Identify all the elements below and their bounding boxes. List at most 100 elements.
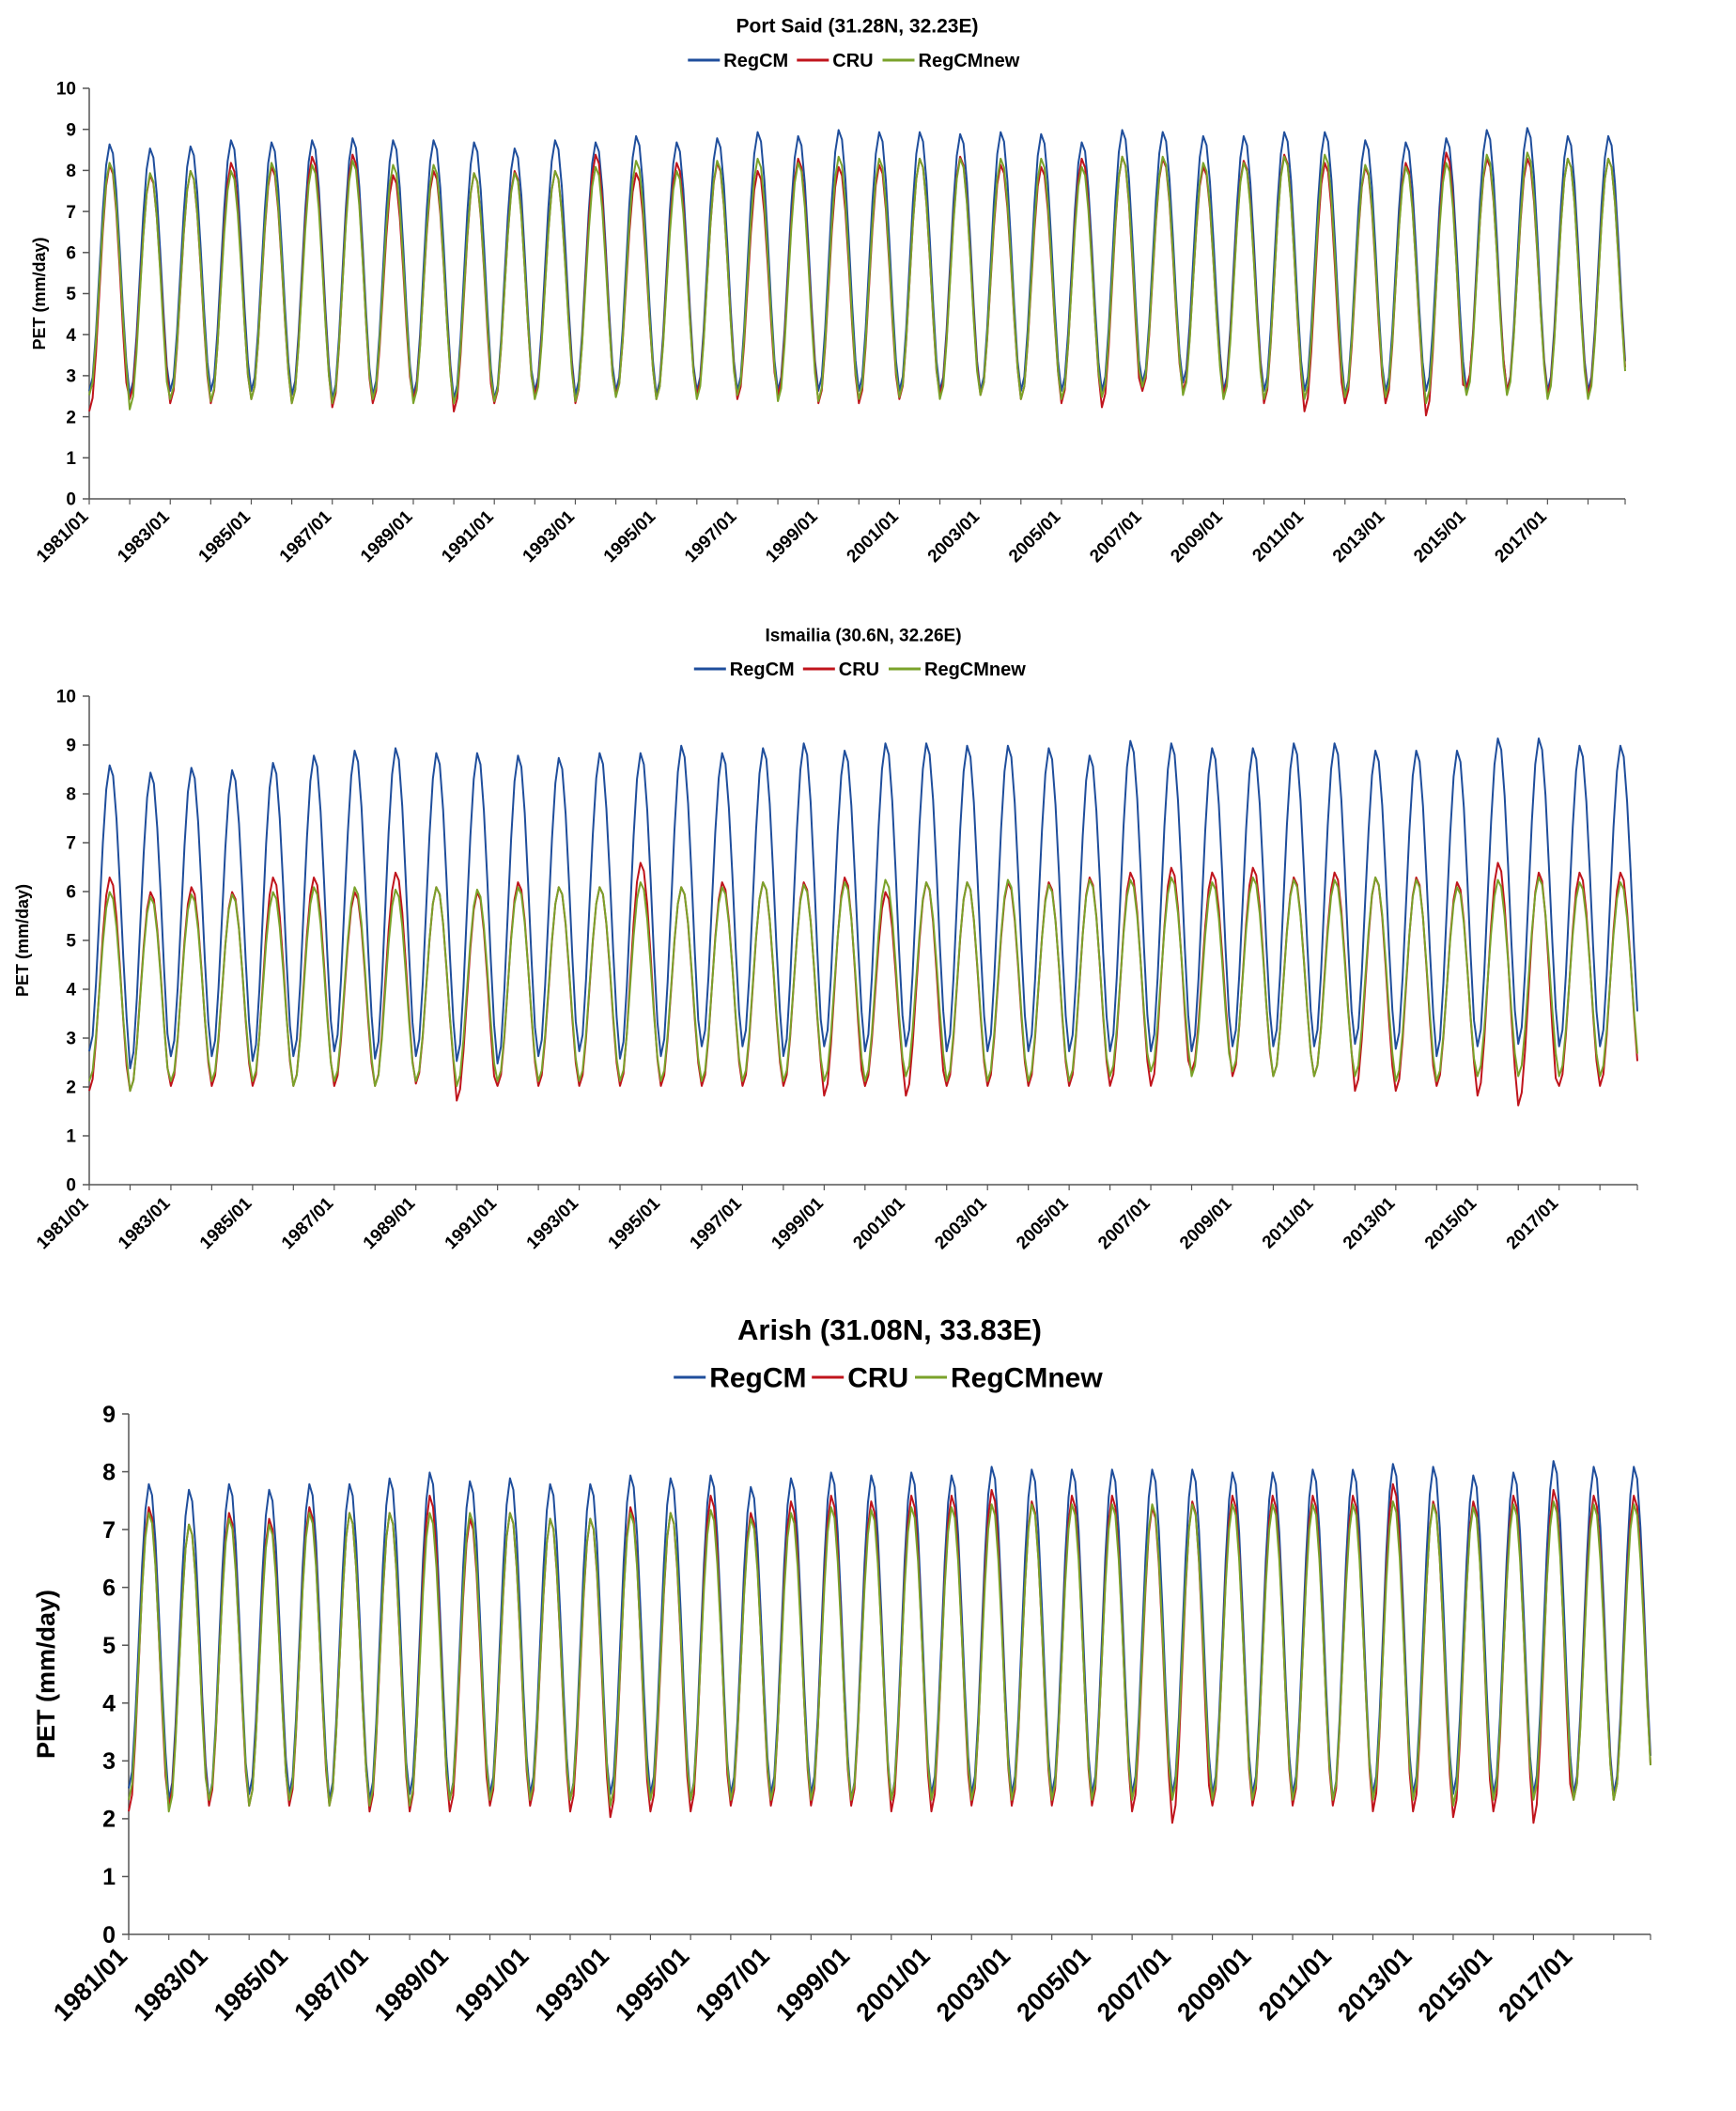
legend-label: RegCM bbox=[730, 660, 795, 680]
series-line-regcmnew bbox=[128, 1500, 1651, 1813]
x-tick-label: 2013/01 bbox=[1340, 1193, 1400, 1253]
y-axis-label: PET (mm/day) bbox=[32, 1590, 60, 1759]
y-tick-label: 1 bbox=[66, 1127, 76, 1147]
y-tick-label: 1 bbox=[66, 449, 76, 469]
y-tick-label: 4 bbox=[66, 981, 76, 1001]
x-tick-label: 1999/01 bbox=[762, 506, 822, 567]
legend-label: CRU bbox=[832, 51, 873, 71]
y-tick-label: 9 bbox=[102, 1402, 116, 1428]
x-tick-label: 1987/01 bbox=[276, 506, 336, 567]
x-tick-label: 2011/01 bbox=[1259, 1193, 1318, 1252]
x-tick-label: 2015/01 bbox=[1410, 506, 1470, 567]
y-tick-label: 1 bbox=[102, 1864, 116, 1890]
y-tick-label: 8 bbox=[66, 162, 76, 181]
x-tick-label: 2007/01 bbox=[1092, 1942, 1176, 2026]
x-tick-label: 1981/01 bbox=[33, 506, 93, 567]
legend-item-regcmnew: RegCMnew bbox=[915, 1363, 1103, 1394]
legend-label: RegCM bbox=[709, 1363, 806, 1394]
x-tick-label: 2003/01 bbox=[931, 1193, 991, 1253]
x-tick-label: 2015/01 bbox=[1413, 1942, 1497, 2026]
x-tick-label: 1985/01 bbox=[196, 1193, 256, 1253]
x-tick-label: 2017/01 bbox=[1493, 1942, 1577, 2026]
legend-item-regcm: RegCM bbox=[688, 51, 788, 71]
legend-label: RegCM bbox=[723, 51, 788, 71]
x-tick-label: 1983/01 bbox=[115, 1193, 175, 1253]
x-tick-label: 1993/01 bbox=[530, 1942, 614, 2026]
legend-label: CRU bbox=[839, 660, 879, 680]
x-tick-label: 2009/01 bbox=[1171, 1942, 1256, 2026]
legend-item-regcmnew: RegCMnew bbox=[882, 51, 1020, 71]
legend: RegCM CRU RegCMnew bbox=[688, 51, 1020, 71]
chart-1: Port Said (31.28N, 32.23E) RegCM CRU RegCMn… bbox=[30, 15, 1626, 567]
y-tick-label: 2 bbox=[102, 1807, 116, 1833]
series-line-regcm bbox=[88, 127, 1626, 400]
x-tick-label: 2007/01 bbox=[1086, 506, 1146, 567]
x-tick-label: 1997/01 bbox=[681, 506, 741, 567]
x-tick-label: 2001/01 bbox=[844, 506, 904, 567]
legend-item-regcm: RegCM bbox=[674, 1363, 807, 1394]
y-tick-label: 3 bbox=[66, 1030, 76, 1049]
x-tick-label: 1995/01 bbox=[605, 1193, 665, 1253]
x-tick-label: 2003/01 bbox=[931, 1942, 1015, 2026]
chart-title: Arish (31.08N, 33.83E) bbox=[737, 1313, 1042, 1346]
x-tick-label: 2003/01 bbox=[924, 506, 984, 567]
x-tick-label: 1987/01 bbox=[288, 1942, 373, 2026]
x-tick-label: 1993/01 bbox=[523, 1193, 583, 1253]
y-tick-label: 8 bbox=[66, 785, 76, 805]
x-tick-label: 2007/01 bbox=[1094, 1193, 1155, 1253]
legend-item-cru: CRU bbox=[802, 660, 879, 680]
y-tick-label: 5 bbox=[66, 932, 76, 952]
y-tick-label: 10 bbox=[56, 688, 76, 707]
x-tick-label: 1981/01 bbox=[48, 1942, 132, 2026]
x-tick-label: 1995/01 bbox=[600, 506, 660, 567]
x-tick-label: 1999/01 bbox=[770, 1942, 855, 2026]
y-tick-label: 3 bbox=[66, 367, 76, 387]
x-tick-label: 1989/01 bbox=[369, 1942, 454, 2026]
y-tick-label: 4 bbox=[66, 326, 76, 346]
chart-2: Ismailia (30.6N, 32.26E) RegCM CRU RegCMnew… bbox=[13, 627, 1638, 1253]
y-tick-label: 2 bbox=[66, 408, 76, 427]
y-tick-label: 7 bbox=[102, 1517, 116, 1544]
x-tick-label: 2011/01 bbox=[1253, 1942, 1337, 2026]
y-tick-label: 0 bbox=[102, 1922, 116, 1948]
x-tick-label: 2011/01 bbox=[1248, 506, 1308, 566]
x-tick-label: 1991/01 bbox=[438, 506, 498, 567]
x-tick-label: 1993/01 bbox=[519, 506, 580, 567]
series-line-regcmnew bbox=[88, 151, 1626, 411]
legend-item-regcm: RegCM bbox=[693, 660, 795, 680]
chart-title: Ismailia (30.6N, 32.26E) bbox=[765, 627, 961, 646]
x-tick-label: 2013/01 bbox=[1329, 506, 1389, 567]
x-tick-label: 1983/01 bbox=[114, 506, 174, 567]
x-tick-label: 2013/01 bbox=[1332, 1942, 1417, 2026]
x-tick-label: 2017/01 bbox=[1503, 1193, 1563, 1253]
y-tick-label: 0 bbox=[66, 490, 76, 510]
x-tick-label: 2015/01 bbox=[1421, 1193, 1481, 1253]
y-tick-label: 7 bbox=[66, 203, 76, 223]
y-tick-label: 5 bbox=[66, 285, 76, 304]
x-tick-label: 2005/01 bbox=[1011, 1942, 1095, 2026]
y-tick-label: 6 bbox=[66, 243, 76, 263]
series-line-regcmnew bbox=[88, 876, 1638, 1093]
x-tick-label: 2001/01 bbox=[851, 1942, 936, 2026]
legend-item-regcmnew: RegCMnew bbox=[889, 660, 1026, 680]
legend-item-cru: CRU bbox=[797, 51, 874, 71]
chart-3: Arish (31.08N, 33.83E)RegCM CRU RegCMnew01… bbox=[32, 1313, 1651, 2026]
y-tick-label: 2 bbox=[66, 1079, 76, 1098]
x-tick-label: 1989/01 bbox=[357, 506, 417, 567]
y-tick-label: 3 bbox=[102, 1748, 116, 1775]
x-tick-label: 1985/01 bbox=[195, 506, 256, 567]
legend-label: RegCMnew bbox=[951, 1363, 1103, 1394]
legend: RegCM CRU RegCMnew bbox=[674, 1363, 1103, 1394]
x-tick-label: 1991/01 bbox=[449, 1942, 534, 2026]
y-axis-label: PET (mm/day) bbox=[13, 884, 32, 997]
x-tick-label: 1997/01 bbox=[687, 1193, 747, 1253]
x-tick-label: 2005/01 bbox=[1005, 506, 1065, 567]
x-tick-label: 2001/01 bbox=[849, 1193, 909, 1253]
x-tick-label: 2005/01 bbox=[1013, 1193, 1073, 1253]
y-tick-label: 7 bbox=[66, 834, 76, 854]
series-line-regcm bbox=[128, 1460, 1651, 1801]
x-tick-label: 1981/01 bbox=[33, 1193, 93, 1253]
x-tick-label: 1995/01 bbox=[610, 1942, 694, 2026]
chart-title: Port Said (31.28N, 32.23E) bbox=[736, 15, 979, 37]
